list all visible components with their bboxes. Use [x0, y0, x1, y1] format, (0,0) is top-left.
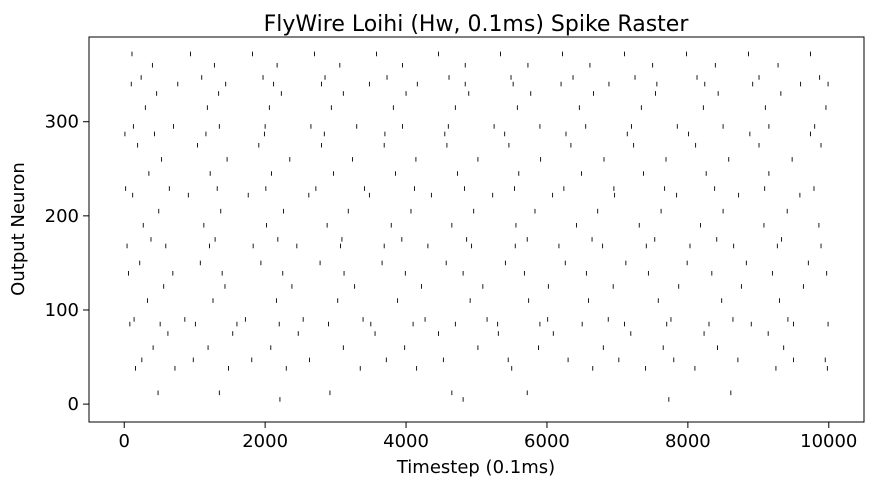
x-tick-label: 10000 [800, 431, 857, 452]
plot-frame [88, 36, 865, 423]
chart-title: FlyWire Loihi (Hw, 0.1ms) Spike Raster [264, 12, 690, 37]
x-tick-label: 0 [119, 431, 130, 452]
y-axis-ticks: 0 100 200 300 [45, 112, 89, 415]
x-tick-label: 2000 [242, 431, 288, 452]
x-tick-label: 8000 [665, 431, 711, 452]
y-tick-label: 200 [45, 206, 79, 227]
x-axis-label: Timestep (0.1ms) [396, 457, 555, 478]
y-tick-label: 0 [68, 394, 79, 415]
spike-layer [124, 51, 829, 402]
x-tick-label: 4000 [383, 431, 429, 452]
y-axis-label: Output Neuron [8, 162, 29, 296]
x-axis-ticks: 0 2000 4000 6000 8000 10000 [119, 422, 857, 452]
plot-area [88, 36, 865, 423]
y-tick-label: 100 [45, 300, 79, 321]
x-tick-label: 6000 [524, 431, 570, 452]
y-tick-label: 300 [45, 112, 79, 133]
